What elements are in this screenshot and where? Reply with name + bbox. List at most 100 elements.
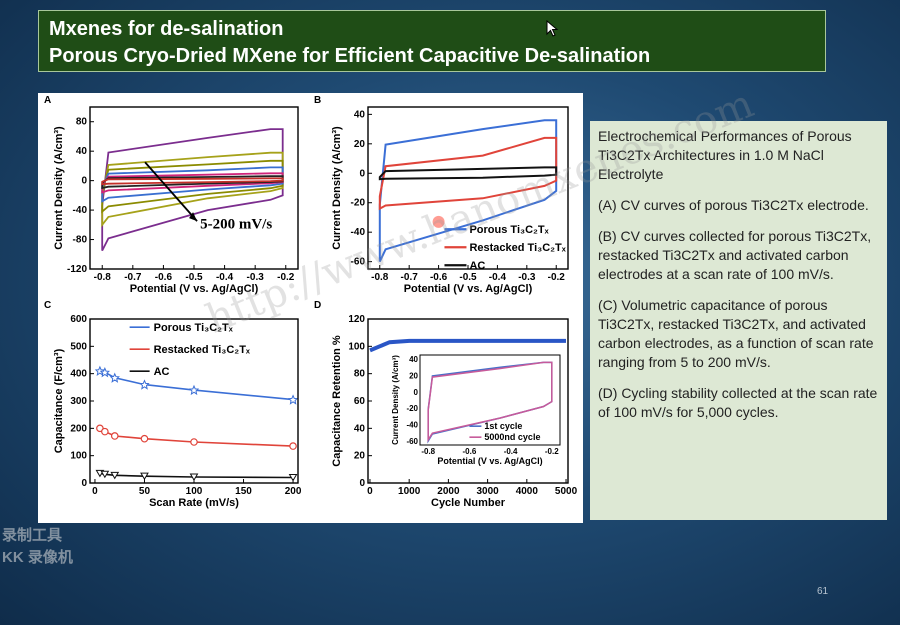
legend-label-c: Porous Ti₃C₂Tₓ <box>154 322 234 334</box>
slide-subtitle: Porous Cryo-Dried MXene for Efficient Ca… <box>49 45 651 67</box>
y-tick-label: 0 <box>359 478 365 489</box>
y-tick-label: 20 <box>354 451 366 462</box>
y-tick-label: 600 <box>70 314 87 325</box>
legend-label-b: Restacked Ti₃C₂Tₓ <box>469 242 566 254</box>
y-axis-label: Current Density (A/cm³) <box>53 126 65 250</box>
cv-curve-b-0 <box>378 119 558 263</box>
notes-panel: Electrochemical Performances of Porous T… <box>590 121 887 520</box>
inset-x-tick: -0.2 <box>545 447 559 456</box>
y-tick-label: 20 <box>354 139 366 150</box>
y-tick-label: 0 <box>359 168 365 179</box>
figure-panel: A -0.8 -0.7 -0.6 -0.5 -0.4 -0.3 -0.2 -120 -80 -40 0… <box>38 93 583 523</box>
data-point-star <box>287 394 299 405</box>
x-tick-label: -0.5 <box>185 272 203 283</box>
y-tick-label: 40 <box>354 423 366 434</box>
y-tick-label: -40 <box>351 227 366 238</box>
data-point-circle <box>289 442 297 450</box>
panel-label-b: B <box>314 95 321 106</box>
y-axis-label: Capacitance Retention % <box>331 335 343 467</box>
x-tick-label: -0.4 <box>489 272 507 283</box>
inset-y-tick: -20 <box>406 404 418 413</box>
panel-label-c: C <box>44 300 51 311</box>
y-tick-label: -40 <box>73 205 88 216</box>
note-b: (B) CV curves collected for porous Ti3C2… <box>598 228 872 282</box>
inset-y-tick: -60 <box>406 437 418 446</box>
panel-label-d: D <box>314 300 321 311</box>
scan-rate-annotation: 5-200 mV/s <box>200 217 272 233</box>
x-tick-label: -0.7 <box>401 272 419 283</box>
y-tick-label: -80 <box>73 235 88 246</box>
y-tick-label: -120 <box>67 264 87 275</box>
y-tick-label: 100 <box>70 451 87 462</box>
data-point-star <box>139 379 150 390</box>
y-tick-label: 60 <box>354 396 366 407</box>
inset-y-tick: 0 <box>414 388 419 397</box>
x-tick-label: -0.5 <box>459 272 477 283</box>
cv-curve-b-1 <box>378 136 558 211</box>
y-tick-label: 400 <box>70 369 87 380</box>
x-tick-label: 0 <box>367 486 373 497</box>
y-tick-label: 100 <box>348 341 365 352</box>
scan-rate-arrowhead <box>189 212 198 222</box>
y-tick-label: -20 <box>351 198 366 209</box>
y-tick-label: 0 <box>81 176 87 187</box>
data-point-circle <box>101 427 109 436</box>
x-tick-label: 0 <box>92 486 98 497</box>
inset-y-tick: 20 <box>409 371 418 380</box>
recorder-label-1: 录制工具 <box>2 527 63 544</box>
data-point-star <box>109 372 120 383</box>
x-tick-label: 100 <box>186 486 203 497</box>
notes-heading: Electrochemical Performances of Porous T… <box>598 128 852 182</box>
slide-title-bar: Mxenes for de-salination Porous Cryo-Dri… <box>38 10 826 72</box>
cv-curve-a-3 <box>101 166 284 203</box>
cv-curve-a-1 <box>101 151 284 228</box>
y-tick-label: 500 <box>70 341 87 352</box>
data-point-circle <box>190 438 198 446</box>
y-axis-label: Capacitance (F/cm³) <box>53 348 65 453</box>
capacitance-line-0 <box>99 370 294 401</box>
y-tick-label: 40 <box>354 109 366 120</box>
y-axis-label: Current Density (A/cm³) <box>331 126 343 250</box>
x-tick-label: -0.3 <box>247 272 265 283</box>
x-tick-label: -0.4 <box>216 272 234 283</box>
figure-svg: A -0.8 -0.7 -0.6 -0.5 -0.4 -0.3 -0.2 -120 -80 -40 0… <box>44 95 578 509</box>
data-point-triangle <box>100 470 110 479</box>
data-point-circle <box>110 432 119 440</box>
x-tick-label: 50 <box>139 486 151 497</box>
x-tick-label: -0.2 <box>548 272 566 283</box>
x-axis-label: Potential (V vs. Ag/AgCl) <box>404 283 533 295</box>
note-c: (C) Volumetric capacitance of porous Ti3… <box>598 297 874 370</box>
inset-y-tick: -40 <box>406 421 418 430</box>
panel-label-a: A <box>44 95 51 106</box>
inset-cv-curve-1 <box>427 361 553 443</box>
data-point-star <box>188 384 200 396</box>
note-a: (A) CV curves of porous Ti3C2Tx electrod… <box>598 197 869 213</box>
inset-x-label: Potential (V vs. Ag/AgCl) <box>437 456 542 466</box>
y-tick-label: 120 <box>348 314 365 325</box>
data-point-circle <box>140 434 149 443</box>
slide-title: Mxenes for de-salination <box>49 18 284 40</box>
x-axis-label: Cycle Number <box>431 497 506 509</box>
data-point-star <box>99 367 110 378</box>
y-tick-label: 40 <box>76 146 88 157</box>
x-tick-label: 150 <box>235 486 252 497</box>
cursor-highlight-dot <box>432 215 445 228</box>
scan-rate-arrow <box>144 161 198 222</box>
x-tick-label: 3000 <box>476 486 499 497</box>
page-number: 61 <box>817 586 829 597</box>
legend-label-c: Restacked Ti₃C₂Tₓ <box>154 344 251 356</box>
inset-y-tick: 40 <box>409 355 418 364</box>
inset-x-tick: -0.4 <box>504 447 518 456</box>
legend-label-b: Porous Ti₃C₂Tₓ <box>469 224 549 236</box>
x-tick-label: -0.6 <box>155 272 173 283</box>
retention-points <box>369 338 566 353</box>
cv-curve-a-2 <box>101 159 284 214</box>
x-axis-label: Scan Rate (mV/s) <box>149 497 239 509</box>
mouse-cursor-icon <box>546 20 559 37</box>
y-tick-label: 80 <box>354 369 366 380</box>
y-tick-label: 80 <box>76 117 88 128</box>
x-tick-label: -0.3 <box>518 272 536 283</box>
y-tick-label: 200 <box>70 423 87 434</box>
x-tick-label: -0.8 <box>94 272 112 283</box>
data-point-triangle <box>288 474 298 482</box>
